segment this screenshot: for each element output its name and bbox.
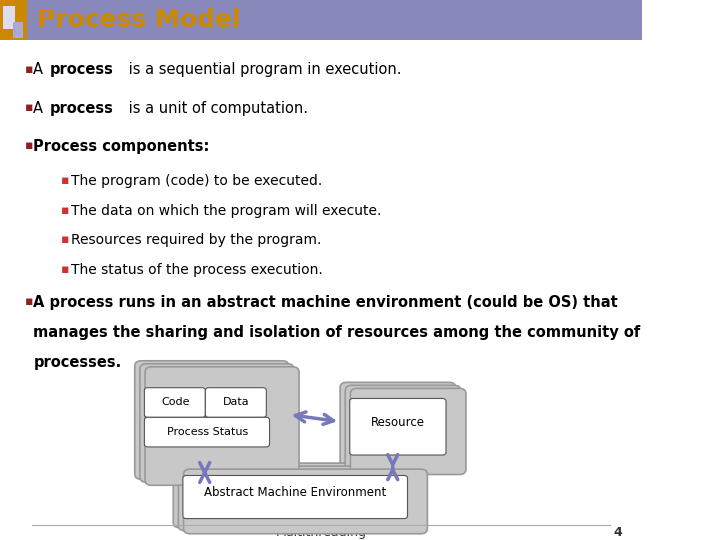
Text: is a unit of computation.: is a unit of computation.	[124, 100, 307, 116]
Text: ▪: ▪	[61, 233, 69, 246]
Text: Data: Data	[223, 397, 249, 407]
FancyBboxPatch shape	[145, 367, 299, 485]
Text: Process components:: Process components:	[33, 139, 210, 154]
FancyBboxPatch shape	[183, 476, 408, 518]
Text: Code: Code	[161, 397, 189, 407]
FancyBboxPatch shape	[179, 466, 422, 531]
FancyBboxPatch shape	[140, 364, 294, 482]
Text: Process Status: Process Status	[166, 427, 248, 437]
Text: ▪: ▪	[61, 263, 69, 276]
FancyBboxPatch shape	[0, 0, 642, 40]
Text: The data on which the program will execute.: The data on which the program will execu…	[71, 204, 381, 218]
Text: Resources required by the program.: Resources required by the program.	[71, 233, 321, 247]
Text: manages the sharing and isolation of resources among the community of: manages the sharing and isolation of res…	[33, 325, 641, 340]
Text: Resource: Resource	[371, 416, 425, 429]
FancyBboxPatch shape	[174, 463, 417, 528]
FancyBboxPatch shape	[346, 386, 461, 471]
Text: A process runs in an abstract machine environment (could be OS) that: A process runs in an abstract machine en…	[33, 294, 618, 309]
Text: The program (code) to be executed.: The program (code) to be executed.	[71, 174, 322, 188]
FancyBboxPatch shape	[340, 382, 456, 469]
Text: Abstract Machine Environment: Abstract Machine Environment	[204, 486, 387, 499]
FancyBboxPatch shape	[135, 361, 289, 480]
Text: The status of the process execution.: The status of the process execution.	[71, 263, 323, 277]
Text: A: A	[33, 100, 48, 116]
Text: process: process	[50, 62, 114, 77]
FancyBboxPatch shape	[13, 22, 23, 38]
Text: process: process	[50, 100, 114, 116]
Text: Process Model: Process Model	[37, 9, 240, 32]
FancyBboxPatch shape	[0, 0, 27, 40]
Text: Multithreading: Multithreading	[275, 525, 366, 538]
Text: 4: 4	[613, 525, 623, 538]
FancyBboxPatch shape	[145, 417, 269, 447]
Text: ▪: ▪	[24, 294, 33, 308]
Text: ▪: ▪	[61, 204, 69, 217]
FancyBboxPatch shape	[205, 388, 266, 417]
Text: ▪: ▪	[24, 63, 33, 76]
Text: ▪: ▪	[24, 139, 33, 152]
FancyBboxPatch shape	[351, 388, 466, 475]
FancyBboxPatch shape	[3, 6, 15, 29]
Text: is a sequential program in execution.: is a sequential program in execution.	[124, 62, 401, 77]
Text: A: A	[33, 62, 48, 77]
Text: ▪: ▪	[61, 174, 69, 187]
FancyBboxPatch shape	[184, 469, 428, 534]
FancyBboxPatch shape	[145, 388, 205, 417]
Text: processes.: processes.	[33, 355, 122, 370]
FancyBboxPatch shape	[350, 399, 446, 455]
Text: ▪: ▪	[24, 100, 33, 114]
